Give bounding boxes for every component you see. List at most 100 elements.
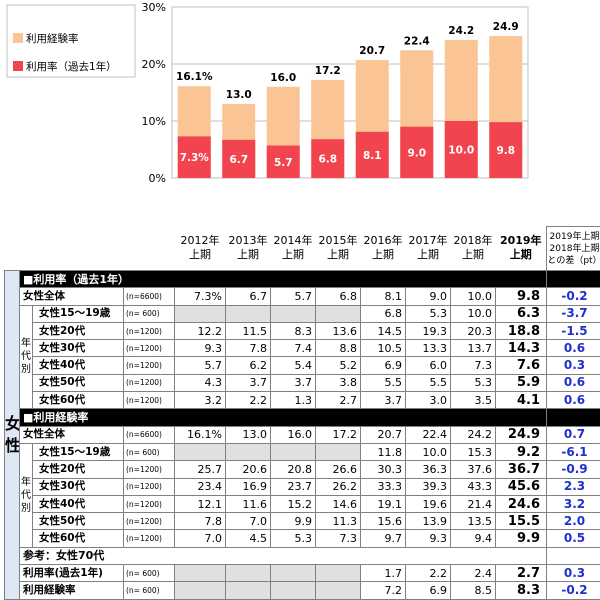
row-label: 女性60代 (33, 530, 124, 547)
sample-size: (n= 600) (124, 565, 175, 582)
value-2019: 4.1 (496, 392, 547, 409)
value-cell: 14.5 (361, 322, 406, 339)
diff-cell: 0.6 (547, 392, 600, 409)
section-header-diff-cell (547, 547, 600, 564)
section-header-diff-cell (547, 271, 600, 288)
sample-size: (n=6600) (124, 426, 175, 443)
value-cell: 15.6 (361, 513, 406, 530)
value-2019: 14.3 (496, 340, 547, 357)
value-cell: 11.8 (361, 443, 406, 460)
value-cell: 11.5 (226, 322, 271, 339)
data-label-usage-rate: 9.8 (496, 145, 515, 157)
value-cell (271, 582, 316, 599)
value-cell: 20.8 (271, 461, 316, 478)
value-cell: 24.2 (451, 426, 496, 443)
value-cell: 9.9 (271, 513, 316, 530)
value-cell: 20.3 (451, 322, 496, 339)
value-cell: 9.3 (175, 340, 226, 357)
row-label: 女性全体 (20, 288, 124, 305)
value-cell: 1.7 (361, 565, 406, 582)
sample-size: (n=1200) (124, 495, 175, 512)
sample-size: (n=1200) (124, 392, 175, 409)
value-cell: 7.4 (271, 340, 316, 357)
row-label: 女性60代 (33, 392, 124, 409)
value-cell: 7.2 (361, 582, 406, 599)
data-label-usage-rate: 9.0 (407, 147, 426, 159)
value-cell (175, 582, 226, 599)
data-label-experience-rate: 17.2 (315, 65, 341, 77)
value-cell (316, 565, 361, 582)
value-cell: 5.3 (271, 530, 316, 547)
category-label: 2017年 上期 (406, 227, 451, 271)
value-cell: 7.3% (175, 288, 226, 305)
value-cell (175, 305, 226, 322)
value-cell: 8.1 (361, 288, 406, 305)
value-cell: 3.7 (361, 392, 406, 409)
value-cell: 43.3 (451, 478, 496, 495)
row-label: 女性50代 (33, 374, 124, 391)
category-label: 2013年 上期 (226, 227, 271, 271)
sample-size: (n= 600) (124, 582, 175, 599)
diff-cell: 2.0 (547, 513, 600, 530)
sample-size: (n=1200) (124, 461, 175, 478)
value-cell: 5.5 (406, 374, 451, 391)
value-cell: 19.6 (406, 495, 451, 512)
value-cell: 3.8 (316, 374, 361, 391)
section-header: ■利用率（過去1年） (20, 271, 547, 288)
y-tick-label: 30% (142, 1, 166, 14)
data-label-usage-rate: 5.7 (274, 157, 293, 169)
value-2019: 9.8 (496, 288, 547, 305)
value-cell: 12.1 (175, 495, 226, 512)
section-header-diff-cell (547, 409, 600, 426)
section-header: 参考：女性70代 (20, 547, 547, 564)
value-cell: 8.3 (271, 322, 316, 339)
diff-cell: -3.7 (547, 305, 600, 322)
value-2019: 9.9 (496, 530, 547, 547)
row-label: 利用率(過去1年) (20, 565, 124, 582)
value-cell: 5.4 (271, 357, 316, 374)
value-cell: 26.6 (316, 461, 361, 478)
data-label-usage-rate: 6.7 (229, 154, 248, 166)
value-cell: 23.4 (175, 478, 226, 495)
legend-label-usage: 利用率（過去1年） (26, 60, 117, 73)
value-cell: 13.5 (451, 513, 496, 530)
value-cell (175, 565, 226, 582)
value-cell: 6.2 (226, 357, 271, 374)
value-cell: 7.0 (226, 513, 271, 530)
section-header: ■利用経験率 (20, 409, 547, 426)
diff-column-header: 2019年上期 2018年上期 との差（pt） (547, 227, 600, 271)
y-tick-label: 10% (142, 115, 166, 128)
value-cell: 13.7 (451, 340, 496, 357)
value-cell: 30.3 (361, 461, 406, 478)
value-cell: 9.0 (406, 288, 451, 305)
sample-size: (n= 600) (124, 443, 175, 460)
section-header-row: 女 性■利用率（過去1年） (5, 271, 600, 288)
diff-cell: 0.3 (547, 357, 600, 374)
value-cell: 6.8 (316, 288, 361, 305)
value-cell: 5.2 (316, 357, 361, 374)
value-cell: 6.9 (406, 582, 451, 599)
value-cell (271, 565, 316, 582)
diff-cell: -0.2 (547, 582, 600, 599)
value-cell (226, 582, 271, 599)
value-cell: 13.3 (406, 340, 451, 357)
y-tick-label: 0% (149, 172, 166, 185)
value-cell: 14.6 (316, 495, 361, 512)
value-cell: 9.7 (361, 530, 406, 547)
value-cell: 6.8 (361, 305, 406, 322)
value-cell: 3.2 (175, 392, 226, 409)
value-2019: 24.6 (496, 495, 547, 512)
category-label: 2012年 上期 (175, 227, 226, 271)
side-label-female: 女 性 (5, 271, 20, 600)
value-cell: 2.2 (226, 392, 271, 409)
diff-cell: 0.7 (547, 426, 600, 443)
data-label-usage-rate: 6.8 (318, 154, 337, 166)
value-cell: 6.0 (406, 357, 451, 374)
sample-size: (n=1200) (124, 340, 175, 357)
